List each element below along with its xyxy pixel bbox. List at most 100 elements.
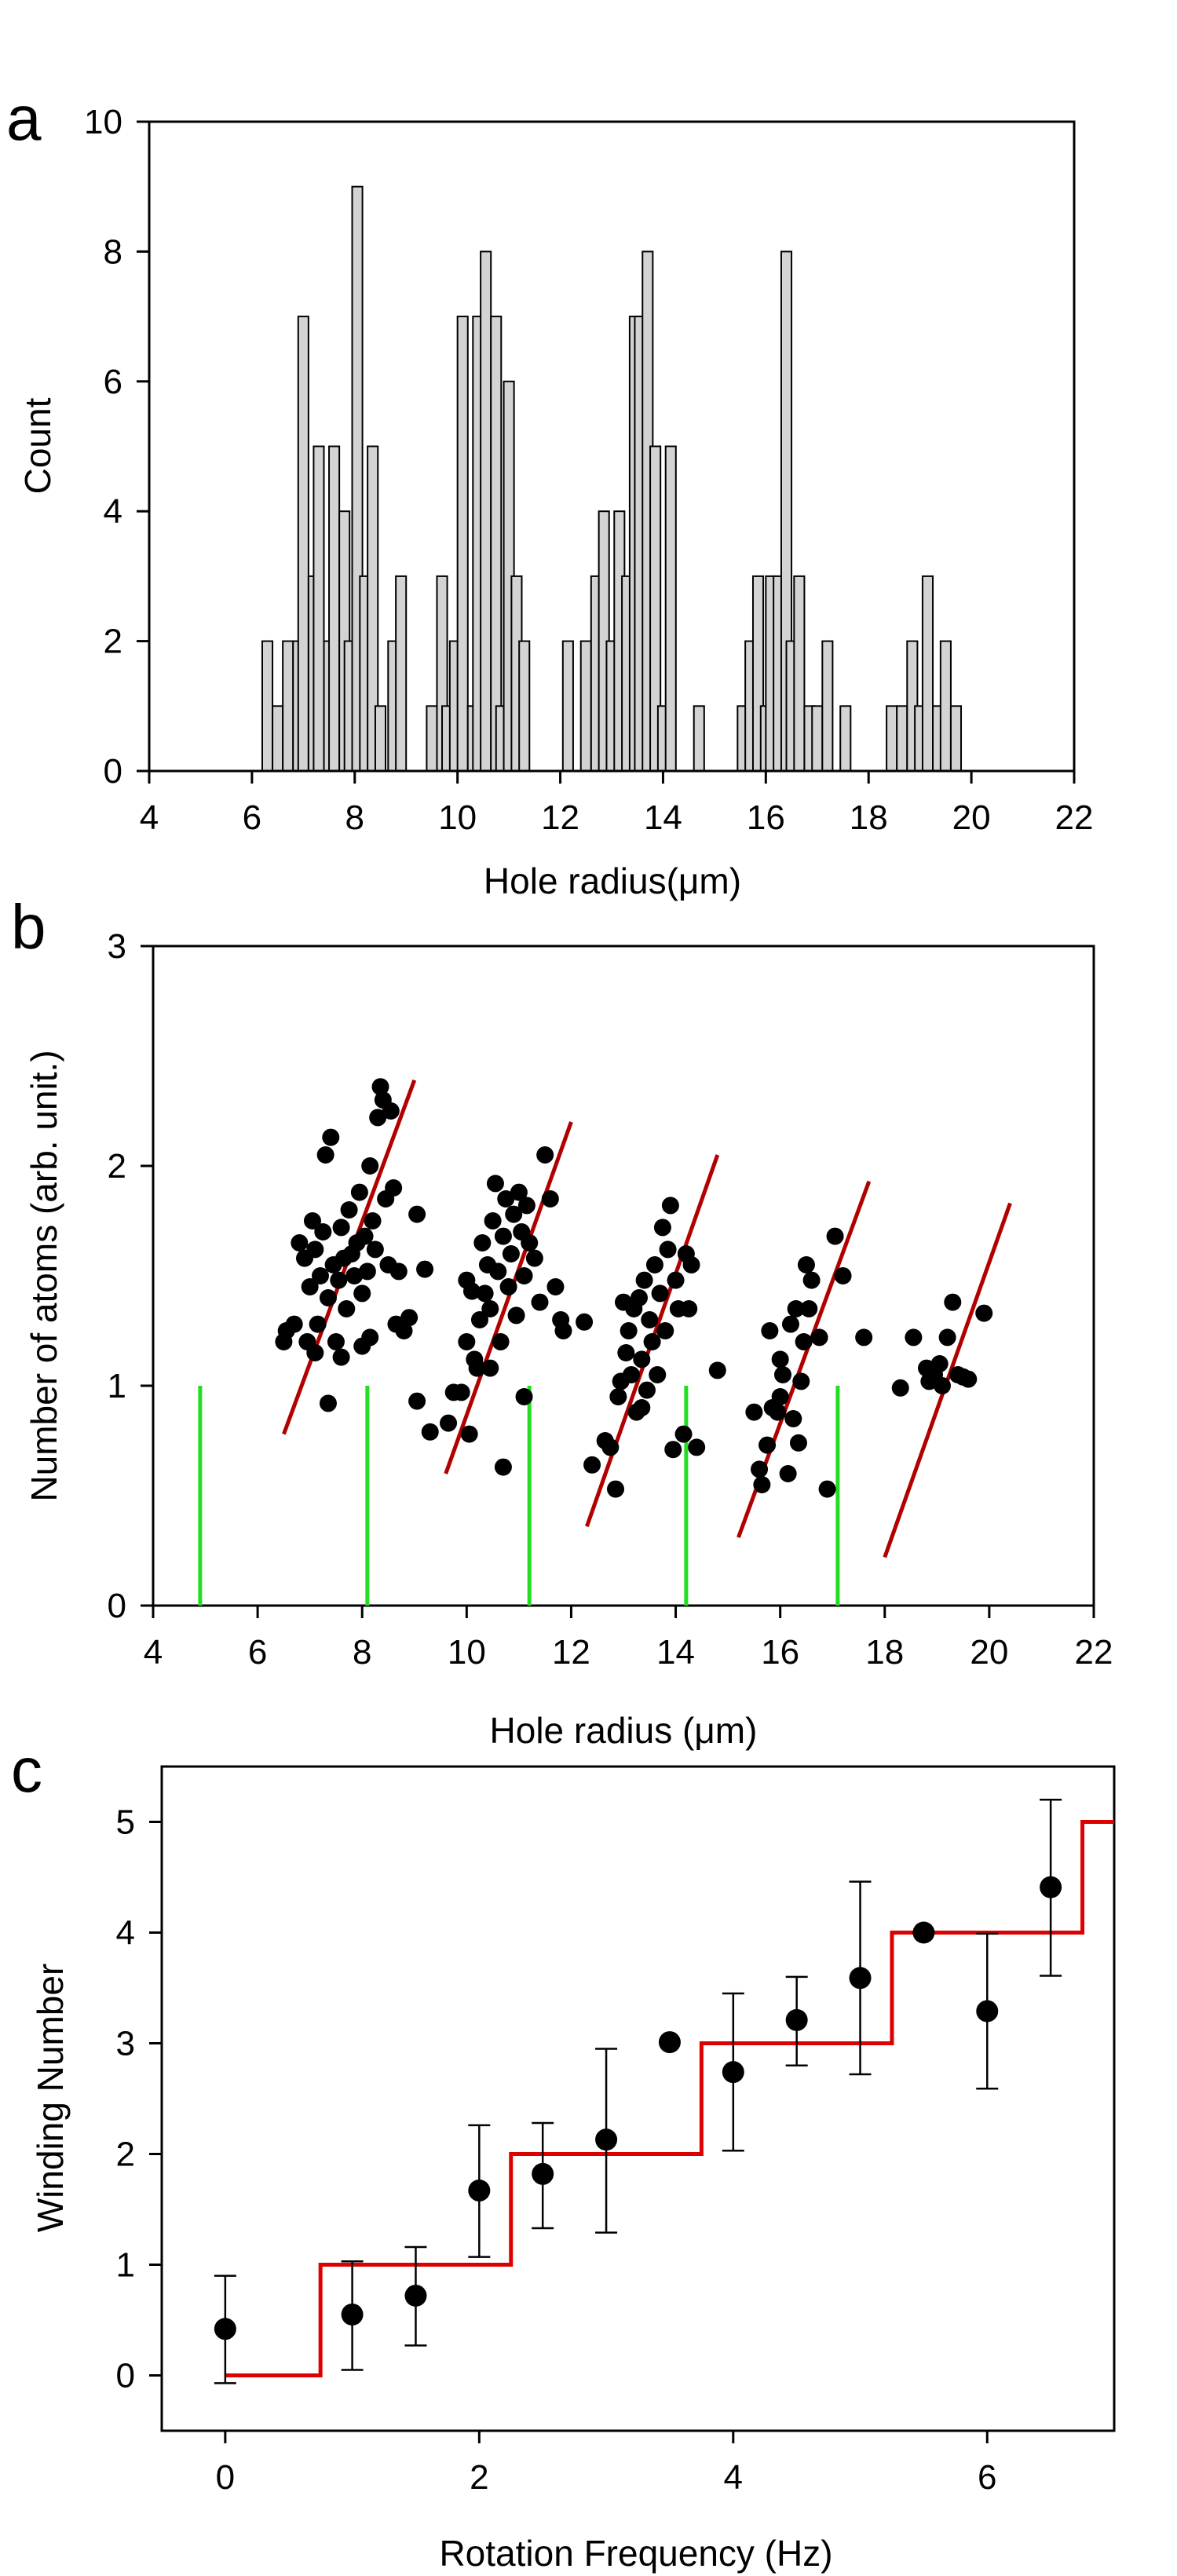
data-point [366,1240,384,1259]
panel-c-frame [160,1765,1116,2432]
data-point [595,2128,618,2151]
histogram-bar [395,575,408,773]
panel-b-letter: b [11,892,46,962]
data-point [291,1234,309,1251]
x-tick-label: 16 [761,1633,799,1672]
data-point [795,1333,813,1350]
data-point [452,1383,470,1401]
data-point [214,2318,236,2340]
data-point [440,1414,458,1432]
histogram-bar [821,640,834,772]
data-point [340,1201,358,1219]
data-point [510,1183,528,1201]
data-point [810,1328,828,1346]
data-point [314,1223,332,1240]
fit-line [444,1121,573,1474]
data-point [933,1377,951,1394]
histogram-bar [949,705,963,772]
data-point [306,1240,324,1259]
data-point [301,1278,319,1295]
data-point [653,1219,671,1237]
data-point [607,1480,625,1498]
x-tick-label: 20 [970,1633,1008,1672]
data-point [489,1262,507,1281]
data-point [515,1388,533,1405]
data-point [316,1146,334,1164]
data-point [382,1102,400,1120]
data-point [521,1234,539,1251]
data-point [369,1109,387,1127]
histogram-bar [297,316,309,773]
data-point [517,1197,535,1215]
histogram-bar [579,640,592,772]
data-point [353,1284,371,1303]
x-tick-label: 20 [952,798,991,837]
data-point [338,1300,356,1317]
x-tick-label: 6 [243,798,261,837]
data-point [502,1245,520,1262]
data-point [944,1293,962,1311]
histogram-bar [518,640,531,772]
x-tick-label: 16 [747,798,785,837]
data-point [421,1423,439,1441]
data-point [722,2061,744,2084]
data-point [659,1240,677,1259]
x-tick-label: 4 [144,1633,163,1672]
y-tick-label: 3 [116,2025,135,2063]
data-point [938,1328,956,1346]
y-tick-label: 0 [104,752,122,791]
data-point [781,1315,799,1333]
data-point [849,1967,872,1990]
data-point [416,1260,434,1278]
data-point [771,1388,789,1405]
data-point [303,1212,321,1230]
histogram-bar [313,445,325,772]
data-point [905,1328,923,1346]
histogram-bar [261,640,274,772]
y-tick-label: 2 [116,2136,135,2174]
data-point [758,1436,777,1454]
data-point [771,1350,789,1368]
histogram-bar [561,640,574,772]
y-tick-label: 0 [116,2357,135,2395]
x-tick-label: 14 [644,798,682,837]
panel-b-xlabel: Hole radius (μm) [490,1710,758,1751]
data-point [332,1348,350,1366]
histogram-bar [664,445,677,772]
data-point [358,1262,376,1281]
data-point [645,1256,663,1273]
y-tick-label: 3 [108,927,126,966]
data-point [306,1344,324,1361]
data-point [554,1322,572,1339]
x-tick-label: 8 [353,1633,371,1672]
data-point [458,1333,476,1350]
data-point [484,1212,502,1230]
histogram-bar [456,316,469,773]
data-point [476,1284,494,1303]
data-point [761,1322,779,1339]
data-point [656,1322,674,1339]
data-point [682,1256,700,1273]
data-point [785,2008,808,2031]
histogram-bar [426,705,438,772]
histogram-bar [490,316,503,773]
data-point [330,1271,348,1289]
y-tick-label: 8 [104,232,122,271]
data-point [787,1300,805,1317]
data-point [975,1304,993,1322]
histogram-bar [328,445,341,772]
data-point [891,1379,909,1397]
data-point [404,2284,427,2307]
data-point [802,1271,821,1289]
data-point [507,1306,525,1325]
histogram-bar [896,705,908,772]
x-tick-label: 6 [978,2458,996,2497]
data-point [356,1227,374,1245]
data-point [525,1249,543,1267]
y-tick-label: 5 [116,1803,135,1842]
data-point [635,1271,653,1289]
histogram-bar [374,705,387,772]
data-point [601,1438,620,1456]
data-point [322,1128,340,1146]
data-point [536,1146,554,1164]
